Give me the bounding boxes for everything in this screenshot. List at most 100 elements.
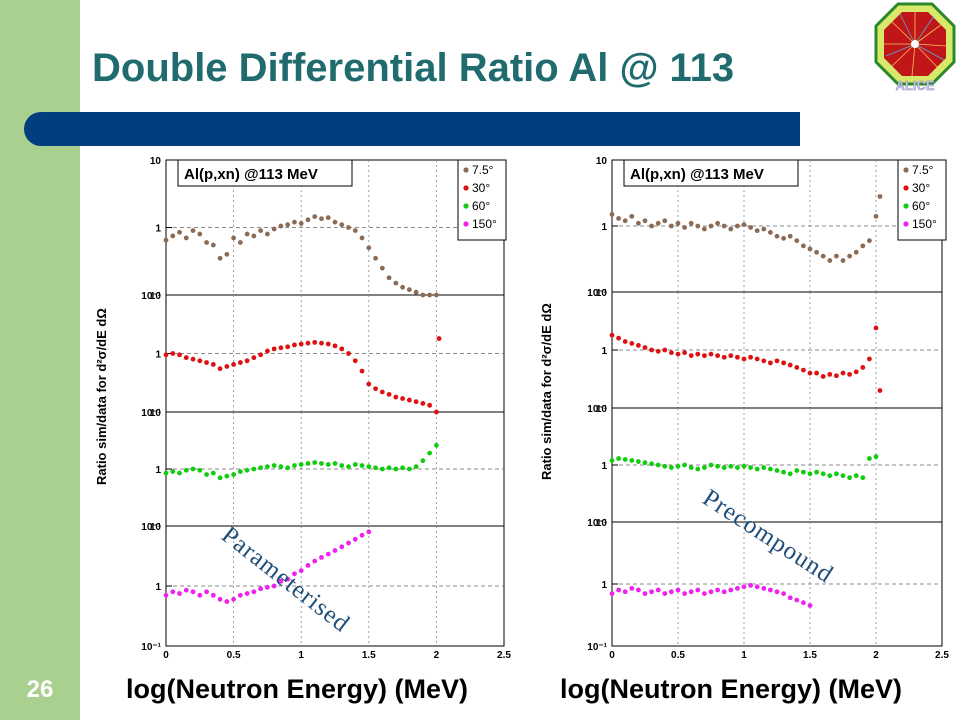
data-point — [366, 245, 372, 251]
panel-title-box-right: Al(p,xn) @113 MeV — [623, 159, 799, 187]
x-tick-label: 2.5 — [935, 650, 949, 661]
data-point — [251, 233, 257, 239]
legend-frame — [457, 159, 507, 241]
data-point — [393, 394, 399, 400]
panel-title: Al(p,xn) @113 MeV — [630, 166, 764, 183]
data-point — [748, 225, 753, 230]
data-point — [413, 464, 419, 470]
data-point — [177, 470, 182, 476]
data-point — [231, 472, 237, 477]
data-point — [393, 280, 399, 286]
data-point — [721, 589, 727, 595]
x-tick-label: 2.5 — [497, 650, 511, 661]
x-tick-label: 0 — [163, 650, 169, 661]
data-point — [359, 532, 365, 538]
y-tick-label: 1 — [155, 465, 161, 476]
data-point — [715, 587, 720, 593]
data-point — [735, 465, 740, 471]
data-point — [807, 246, 813, 252]
data-point — [807, 471, 813, 477]
data-point — [675, 463, 681, 469]
data-point — [339, 544, 345, 550]
data-point — [682, 225, 687, 230]
series-left-3 — [163, 529, 372, 604]
panel-title-box-left: Al(p,xn) @113 MeV — [177, 159, 353, 187]
data-point — [761, 358, 767, 364]
data-point — [231, 596, 237, 602]
series-left-2 — [163, 442, 439, 481]
data-point — [386, 465, 392, 471]
data-point — [814, 370, 819, 376]
data-point — [847, 253, 852, 259]
data-point — [622, 457, 628, 462]
data-point — [271, 346, 277, 352]
data-point — [346, 540, 351, 546]
data-point — [616, 587, 621, 593]
data-point — [386, 275, 392, 281]
y-tick-label: 10 — [150, 156, 162, 167]
data-point — [629, 458, 635, 463]
series-right-0 — [609, 194, 883, 263]
data-point — [197, 231, 203, 237]
data-point — [754, 584, 760, 590]
data-point — [285, 222, 291, 228]
data-point — [649, 589, 654, 595]
data-point — [224, 599, 230, 604]
data-point — [312, 214, 318, 220]
data-point — [197, 592, 203, 598]
data-point — [754, 356, 760, 362]
data-point — [662, 463, 668, 469]
data-point — [319, 216, 324, 222]
data-point — [332, 461, 338, 466]
data-point — [814, 469, 819, 475]
data-point — [305, 563, 311, 568]
data-point — [224, 364, 230, 369]
data-point — [781, 360, 786, 366]
data-point — [834, 373, 839, 379]
data-point — [702, 465, 707, 471]
data-point — [853, 249, 859, 255]
data-point — [834, 253, 839, 259]
data-point — [292, 571, 297, 577]
x-tick-label: 2 — [434, 650, 440, 661]
data-point — [210, 362, 216, 367]
data-point — [867, 238, 872, 244]
data-point — [237, 360, 243, 365]
y-tick-label: 10 — [596, 404, 608, 415]
svg-text:ALICE: ALICE — [896, 78, 935, 92]
data-point — [877, 194, 883, 199]
data-point — [352, 228, 358, 233]
data-point — [170, 233, 176, 239]
y-tick-label: 10⁻¹ — [141, 642, 161, 653]
data-point — [682, 591, 687, 597]
x-tick-label: 1 — [741, 650, 747, 661]
sidebar-band — [0, 0, 80, 720]
data-point — [695, 587, 701, 593]
y-tick-label: 10 — [596, 156, 608, 167]
data-point — [271, 226, 277, 232]
data-point — [366, 464, 372, 470]
data-point — [877, 388, 883, 393]
legend-frame — [897, 159, 947, 241]
y-tick-label: 10 — [596, 518, 608, 529]
data-point — [609, 591, 615, 597]
legend-entry: 7.5° — [472, 163, 494, 177]
data-point — [285, 344, 291, 350]
data-point — [339, 463, 345, 468]
data-point — [853, 473, 859, 479]
title-bar — [24, 112, 800, 146]
data-point — [258, 228, 264, 233]
y-tick-label: 10 — [150, 408, 162, 419]
data-point — [781, 469, 786, 475]
data-point — [237, 240, 243, 245]
data-point — [622, 218, 628, 224]
data-point — [629, 585, 635, 591]
data-point — [860, 243, 866, 249]
data-point — [170, 469, 176, 475]
data-point — [622, 589, 628, 595]
data-point — [768, 229, 773, 235]
x-tick-label: 0.5 — [671, 650, 685, 661]
data-point — [325, 551, 331, 557]
panel-title-frame — [623, 159, 799, 187]
